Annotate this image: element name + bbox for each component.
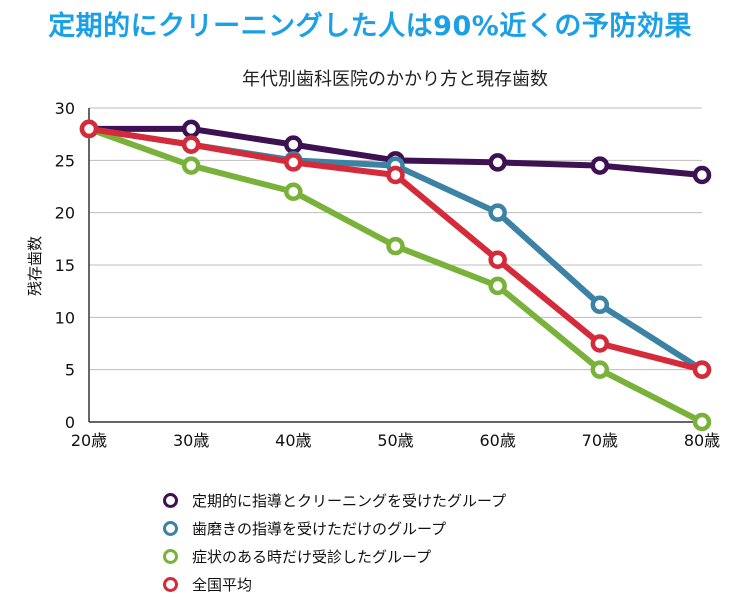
x-tick-label: 30歳 bbox=[173, 431, 209, 450]
data-point bbox=[488, 250, 507, 270]
data-point bbox=[284, 182, 303, 201]
x-tick-label: 80歳 bbox=[684, 431, 720, 450]
data-point bbox=[181, 119, 201, 139]
data-point bbox=[692, 165, 712, 185]
headline: 定期的にクリーニングした人は90%近くの予防効果 bbox=[48, 11, 692, 42]
legend-item: 症状のある時だけ受診したグループ bbox=[163, 542, 506, 570]
data-point bbox=[284, 153, 303, 172]
legend-label: 全国平均 bbox=[192, 575, 253, 594]
legend-label: 定期的に指導とクリーニングを受けたグループ bbox=[192, 491, 507, 510]
legend-label: 症状のある時だけ受診したグループ bbox=[192, 547, 432, 566]
legend-marker-icon bbox=[163, 492, 178, 508]
data-point bbox=[386, 165, 405, 185]
x-tick-label: 70歳 bbox=[582, 431, 618, 450]
data-point bbox=[386, 236, 405, 256]
legend-item: 定期的に指導とクリーニングを受けたグループ bbox=[163, 486, 506, 514]
y-tick-label: 25 bbox=[55, 151, 75, 170]
series-4 bbox=[79, 119, 712, 379]
data-point bbox=[590, 334, 610, 353]
x-tick-label: 60歳 bbox=[479, 431, 515, 450]
x-tick-label: 50歳 bbox=[377, 431, 413, 450]
y-tick-label: 15 bbox=[55, 256, 75, 275]
y-tick-label: 0 bbox=[65, 413, 75, 432]
x-tick-label: 20歳 bbox=[71, 431, 107, 450]
data-point bbox=[181, 135, 201, 154]
chart-title: 年代別歯科医院のかかり方と現存歯数 bbox=[242, 69, 548, 90]
legend-item: 歯磨きの指導を受けただけのグループ bbox=[163, 514, 506, 542]
data-point bbox=[79, 119, 99, 139]
axes bbox=[88, 108, 702, 423]
line-chart: 年代別歯科医院のかかり方と現存歯数 0 5 10 15 20 25 30 20歳 30歳 40歳… bbox=[26, 69, 720, 450]
data-point bbox=[692, 412, 712, 432]
series-layer bbox=[79, 119, 712, 432]
grid-lines bbox=[89, 107, 702, 371]
data-point bbox=[488, 153, 507, 172]
data-point bbox=[181, 156, 201, 175]
legend-item: 全国平均 bbox=[163, 570, 506, 598]
y-tick-label: 20 bbox=[55, 204, 75, 223]
legend-label: 歯磨きの指導を受けただけのグループ bbox=[192, 519, 447, 538]
y-tick-label: 5 bbox=[65, 361, 75, 380]
legend-marker-icon bbox=[163, 576, 178, 592]
data-point bbox=[590, 156, 610, 175]
data-point bbox=[590, 295, 610, 315]
data-point bbox=[284, 135, 303, 154]
legend: 定期的に指導とクリーニングを受けたグループ 歯磨きの指導を受けただけのグループ 症状… bbox=[163, 486, 506, 598]
data-point bbox=[488, 276, 507, 296]
data-point bbox=[590, 360, 610, 379]
x-tick-label: 40歳 bbox=[275, 431, 311, 450]
x-tick-labels: 20歳 30歳 40歳 50歳 60歳 70歳 80歳 bbox=[71, 431, 720, 450]
y-tick-label: 30 bbox=[55, 99, 75, 118]
data-point bbox=[692, 360, 712, 379]
data-point bbox=[488, 203, 507, 222]
series-3 bbox=[79, 119, 712, 432]
y-axis-label: 残存歯数 bbox=[26, 236, 44, 296]
legend-marker-icon bbox=[163, 548, 178, 564]
y-tick-labels: 0 5 10 15 20 25 30 bbox=[55, 99, 75, 432]
y-tick-label: 10 bbox=[55, 308, 75, 327]
legend-marker-icon bbox=[163, 520, 178, 536]
